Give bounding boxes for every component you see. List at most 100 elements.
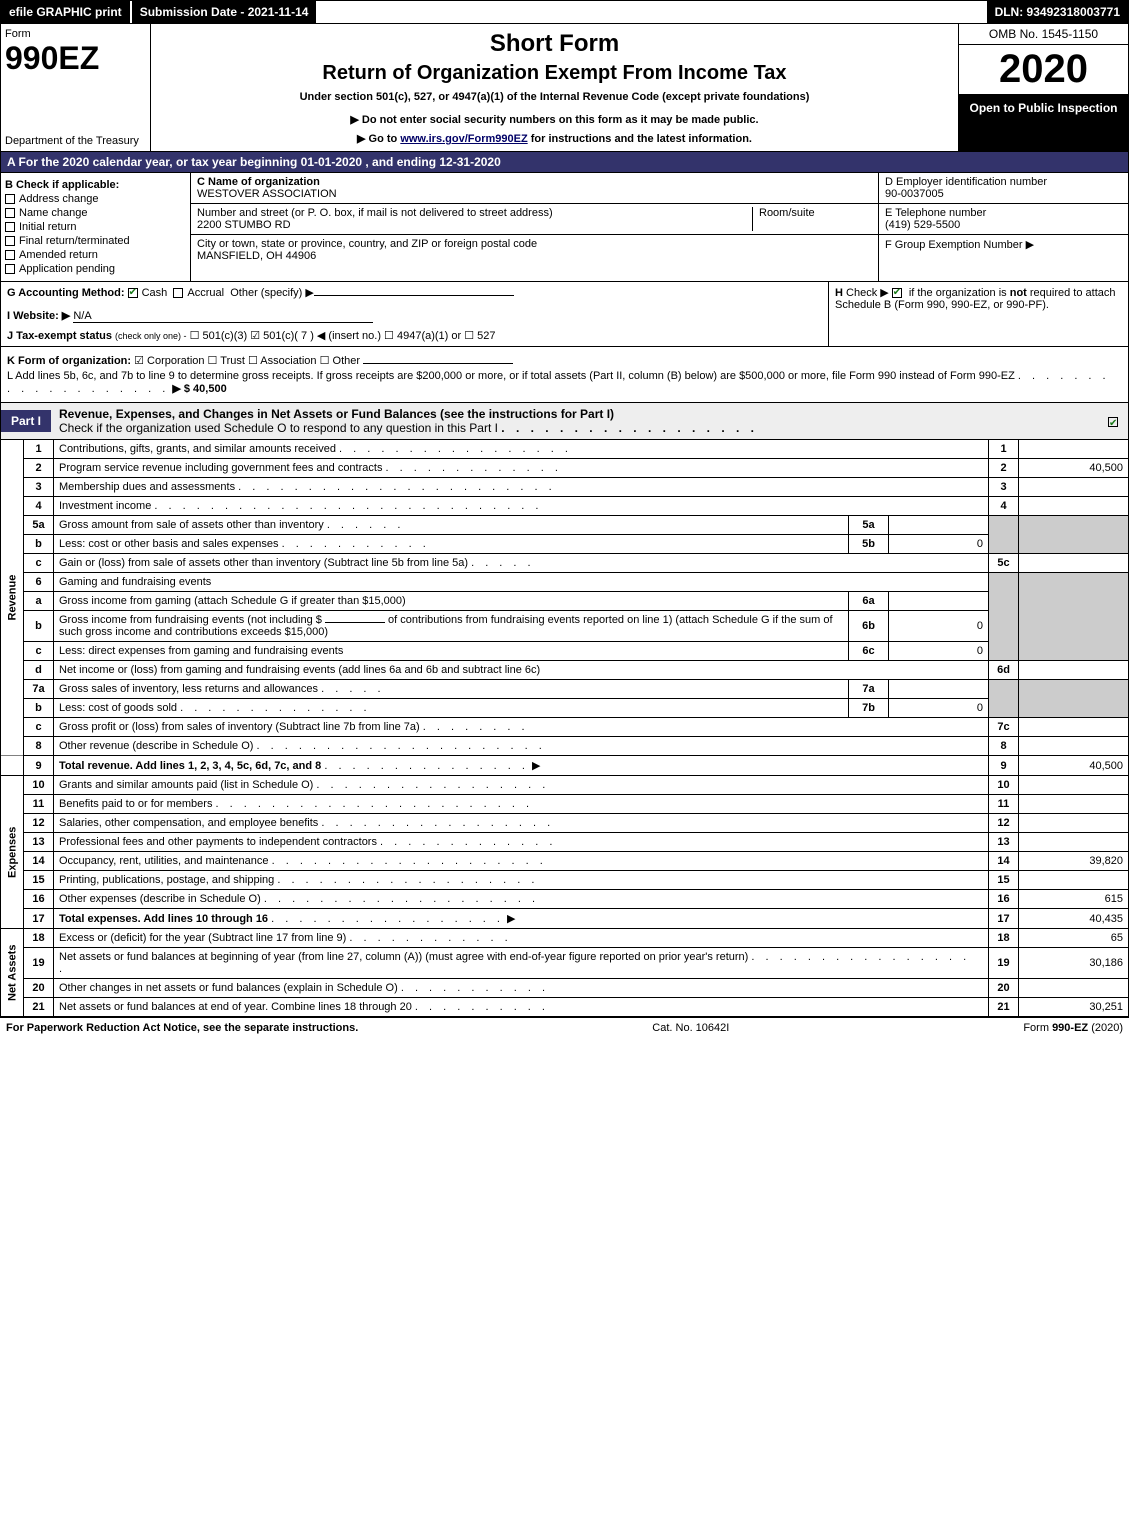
k-options: ☑ Corporation ☐ Trust ☐ Association ☐ Ot… <box>134 355 360 367</box>
section-d-e-f: D Employer identification number 90-0037… <box>878 173 1128 281</box>
page-footer: For Paperwork Reduction Act Notice, see … <box>0 1017 1129 1038</box>
section-b-checkboxes: B Check if applicable: Address change Na… <box>1 173 191 281</box>
header-left: Form 990EZ Department of the Treasury <box>1 24 151 151</box>
shade-6 <box>989 573 1019 661</box>
line-3-num: 3 <box>24 478 54 497</box>
line-17-text: Total expenses. Add lines 10 through 16 … <box>54 909 989 929</box>
footer-left: For Paperwork Reduction Act Notice, see … <box>6 1022 358 1034</box>
line-8-amt <box>1019 737 1129 756</box>
line-6c-sub: 6c <box>849 642 889 661</box>
i-label: I Website: ▶ <box>7 310 70 322</box>
footer-mid: Cat. No. 10642I <box>652 1022 729 1034</box>
line-3-text: Membership dues and assessments . . . . … <box>54 478 989 497</box>
line-21-num: 21 <box>24 998 54 1017</box>
section-c: C Name of organization WESTOVER ASSOCIAT… <box>191 173 878 281</box>
line-5b-num: b <box>24 535 54 554</box>
submission-date: Submission Date - 2021-11-14 <box>130 1 317 23</box>
line-7b-num: b <box>24 699 54 718</box>
line-2-num: 2 <box>24 459 54 478</box>
chk-application-pending[interactable]: Application pending <box>5 263 186 275</box>
line-6c-subamt: 0 <box>889 642 989 661</box>
line-5a-subamt <box>889 516 989 535</box>
chk-address-change[interactable]: Address change <box>5 193 186 205</box>
header-center: Short Form Return of Organization Exempt… <box>151 24 958 151</box>
line-7c-num: c <box>24 718 54 737</box>
line-20-amt <box>1019 979 1129 998</box>
section-b-label: B Check if applicable: <box>5 179 119 191</box>
line-15-col: 15 <box>989 871 1019 890</box>
irs-link[interactable]: www.irs.gov/Form990EZ <box>400 133 527 145</box>
line-1-num: 1 <box>24 440 54 459</box>
line-21-col: 21 <box>989 998 1019 1017</box>
room-suite-label: Room/suite <box>752 207 872 231</box>
line-6a-sub: 6a <box>849 592 889 611</box>
line-19-amt: 30,186 <box>1019 948 1129 979</box>
line-7c-text: Gross profit or (loss) from sales of inv… <box>54 718 989 737</box>
d-ein-label: D Employer identification number <box>885 176 1122 188</box>
line-2-text: Program service revenue including govern… <box>54 459 989 478</box>
e-phone-label: E Telephone number <box>885 207 1122 219</box>
line-17-col: 17 <box>989 909 1019 929</box>
chk-accrual[interactable] <box>173 288 183 298</box>
part-1-tab: Part I <box>1 410 51 432</box>
line-14-text: Occupancy, rent, utilities, and maintena… <box>54 852 989 871</box>
header-right: OMB No. 1545-1150 2020 Open to Public In… <box>958 24 1128 151</box>
line-11-col: 11 <box>989 795 1019 814</box>
efile-print-label[interactable]: efile GRAPHIC print <box>1 1 130 23</box>
line-2-col: 2 <box>989 459 1019 478</box>
line-13-amt <box>1019 833 1129 852</box>
goto-pre: ▶ Go to <box>357 133 400 145</box>
chk-amended-return[interactable]: Amended return <box>5 249 186 261</box>
line-6d-col: 6d <box>989 661 1019 680</box>
line-6b-num: b <box>24 611 54 642</box>
c-city-label: City or town, state or province, country… <box>197 238 872 250</box>
k-other-input[interactable] <box>363 363 513 364</box>
line-9-amt: 40,500 <box>1019 756 1129 776</box>
line-5a-sub: 5a <box>849 516 889 535</box>
chk-final-return[interactable]: Final return/terminated <box>5 235 186 247</box>
phone-value: (419) 529-5500 <box>885 219 1122 231</box>
line-4-amt <box>1019 497 1129 516</box>
line-7a-sub: 7a <box>849 680 889 699</box>
line-19-num: 19 <box>24 948 54 979</box>
form-label: Form <box>5 28 146 40</box>
line-18-amt: 65 <box>1019 929 1129 948</box>
chk-schedule-o[interactable] <box>1108 417 1118 427</box>
line-9-num: 9 <box>24 756 54 776</box>
goto-link-line: ▶ Go to www.irs.gov/Form990EZ for instru… <box>157 132 952 145</box>
line-7c-col: 7c <box>989 718 1019 737</box>
line-21-amt: 30,251 <box>1019 998 1129 1017</box>
line-7a-num: 7a <box>24 680 54 699</box>
line-6b-blank[interactable] <box>325 622 385 623</box>
chk-cash[interactable] <box>128 288 138 298</box>
line-9-col: 9 <box>989 756 1019 776</box>
line-19-col: 19 <box>989 948 1019 979</box>
chk-initial-return[interactable]: Initial return <box>5 221 186 233</box>
line-1-amt <box>1019 440 1129 459</box>
line-13-num: 13 <box>24 833 54 852</box>
chk-name-change[interactable]: Name change <box>5 207 186 219</box>
line-5a-text: Gross amount from sale of assets other t… <box>54 516 849 535</box>
g-other-input[interactable] <box>314 295 514 296</box>
website-value: N/A <box>73 310 373 323</box>
g-other: Other (specify) ▶ <box>230 287 314 299</box>
line-7a-subamt <box>889 680 989 699</box>
line-10-col: 10 <box>989 776 1019 795</box>
line-18-num: 18 <box>24 929 54 948</box>
under-section: Under section 501(c), 527, or 4947(a)(1)… <box>157 91 952 103</box>
f-group-exemption: F Group Exemption Number ▶ <box>885 238 1122 251</box>
j-label: J Tax-exempt status <box>7 330 112 342</box>
line-13-col: 13 <box>989 833 1019 852</box>
line-6b-sub: 6b <box>849 611 889 642</box>
line-10-text: Grants and similar amounts paid (list in… <box>54 776 989 795</box>
line-6b-subamt: 0 <box>889 611 989 642</box>
line-21-text: Net assets or fund balances at end of ye… <box>54 998 989 1017</box>
line-8-text: Other revenue (describe in Schedule O) .… <box>54 737 989 756</box>
form-title: Return of Organization Exempt From Incom… <box>157 62 952 85</box>
line-7a-text: Gross sales of inventory, less returns a… <box>54 680 849 699</box>
chk-schedule-b[interactable] <box>892 288 902 298</box>
top-bar: efile GRAPHIC print Submission Date - 20… <box>0 0 1129 24</box>
c-name-label: C Name of organization <box>197 176 872 188</box>
line-10-amt <box>1019 776 1129 795</box>
line-5c-amt <box>1019 554 1129 573</box>
